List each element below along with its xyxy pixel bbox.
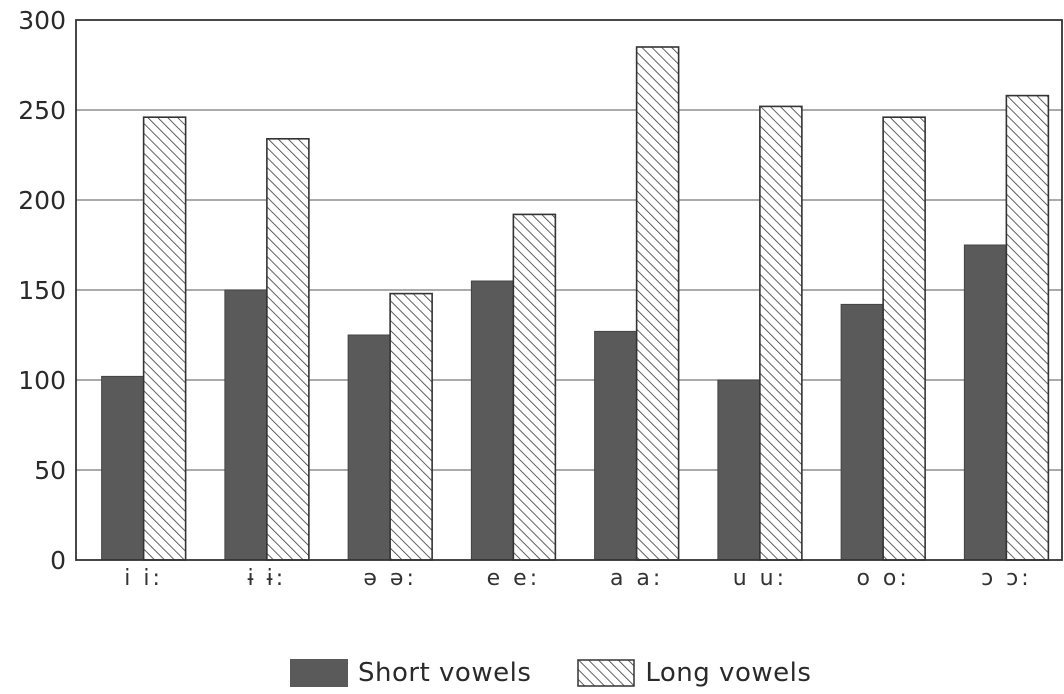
x-tick-label: ɨ ɨ:	[248, 566, 287, 591]
x-tick-label: o o:	[856, 566, 909, 591]
bar-long-vowel	[266, 138, 310, 561]
x-tick-labels: i i: ɨ ɨ: ə ə: e e: a a: u u: o o: ɔ ɔ:	[124, 566, 1032, 591]
x-tick-label: ə ə:	[363, 566, 416, 591]
bar-long-vowel	[389, 292, 433, 561]
bar-long-vowel	[759, 105, 803, 561]
y-tick-label: 100	[18, 366, 66, 395]
bar-short-vowel	[347, 334, 391, 561]
y-tick-label: 50	[34, 456, 66, 485]
legend-swatch-long	[577, 659, 636, 687]
bar-short-vowel	[101, 375, 145, 561]
legend-label-short: Short vowels	[358, 658, 532, 688]
bar-short-vowel	[224, 289, 268, 561]
bar-short-vowel	[594, 330, 638, 561]
x-tick-label: a a:	[610, 566, 663, 591]
bar-short-vowel	[717, 379, 761, 561]
x-tick-label: ɔ ɔ:	[981, 566, 1032, 591]
legend-item-short: Short vowels	[290, 658, 531, 688]
x-tick-label: i i:	[124, 566, 163, 591]
bar-long-vowel	[635, 46, 680, 561]
bar-long-vowel	[512, 213, 557, 561]
y-tick-label: 0	[50, 546, 66, 575]
y-tick-label: 250	[18, 96, 66, 125]
y-tick-labels: 0 50 100 150 200 250 300	[18, 6, 66, 575]
legend-swatch-short	[290, 659, 348, 687]
bar-long-vowel	[882, 116, 926, 561]
plot-frame	[75, 19, 1063, 561]
y-tick-label: 200	[18, 186, 66, 215]
bar-short-vowel	[470, 280, 514, 561]
y-tick-label: 150	[18, 276, 66, 305]
axes	[75, 19, 1063, 561]
bar-long-vowel	[142, 116, 187, 561]
legend-label-long: Long vowels	[645, 658, 812, 688]
bars	[101, 46, 1050, 561]
x-tick-label: u u:	[733, 566, 787, 591]
y-tick-label: 300	[18, 6, 66, 35]
bar-long-vowel	[1005, 94, 1050, 561]
bar-short-vowel	[840, 303, 884, 561]
bar-short-vowel	[963, 244, 1007, 561]
legend-item-long: Long vowels	[577, 658, 811, 688]
x-tick-label: e e:	[487, 566, 540, 591]
legend: Short vowels Long vowels	[290, 655, 811, 691]
